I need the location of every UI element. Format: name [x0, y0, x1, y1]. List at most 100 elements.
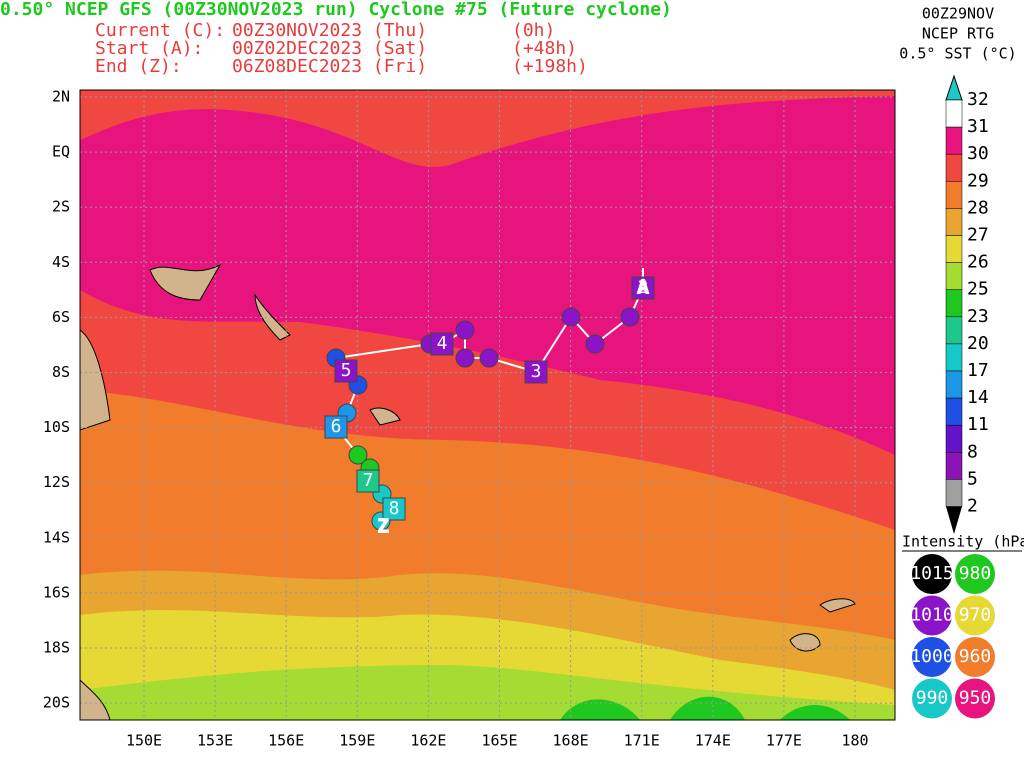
colorbar-segment	[945, 208, 963, 236]
sst-field	[80, 90, 895, 720]
header-text: Current (C):	[95, 20, 225, 41]
header-text: 00Z02DEC2023 (Sat)	[232, 38, 427, 59]
lat-label: 2S	[52, 198, 70, 216]
track-point	[479, 348, 499, 368]
lat-label: 18S	[43, 639, 70, 657]
colorbar-label: 25	[967, 279, 989, 300]
colorbar-segment	[945, 370, 963, 399]
colorbar-label: 29	[967, 170, 989, 191]
header-text: (+198h)	[512, 56, 588, 77]
intensity-swatch	[912, 678, 952, 719]
lon-label: 168E	[553, 732, 589, 750]
colorbar-segment	[945, 181, 963, 209]
colorbar-segment	[945, 126, 963, 155]
intensity-label: 990	[916, 688, 949, 709]
lat-label: 8S	[52, 363, 70, 381]
product-text: NCEP RTG	[922, 25, 994, 43]
colorbar-label: 2	[967, 496, 978, 517]
colorbar-label: 27	[967, 225, 989, 246]
colorbar-segment	[945, 153, 963, 182]
track-marker	[334, 359, 358, 383]
lat-label: 10S	[43, 418, 70, 436]
lat-label: 20S	[43, 694, 70, 712]
colorbar-label: 11	[967, 414, 989, 435]
intensity-swatch	[912, 554, 952, 594]
colorbar-top	[945, 74, 963, 101]
intensity-label: 980	[959, 563, 992, 584]
colorbar-label: 8	[967, 441, 978, 462]
intensity-label: 1010	[910, 605, 953, 626]
track-marker-label: 5	[341, 360, 352, 381]
intensity-swatch	[912, 595, 952, 636]
colorbar-label: 5	[967, 468, 978, 489]
intensity-swatch	[955, 554, 995, 594]
intensity-swatch	[912, 637, 952, 677]
colorbar-segment	[945, 424, 963, 453]
track-end: Z	[378, 516, 389, 537]
lon-label: 180	[841, 732, 868, 750]
lat-label: EQ	[52, 143, 70, 161]
colorbar-label: 30	[967, 143, 989, 164]
intensity-title: Intensity (hPa):	[902, 533, 1024, 551]
intensity-label: 950	[959, 688, 992, 709]
colorbar-segment	[945, 316, 963, 345]
track-start: A	[638, 277, 649, 298]
track: 2 3 4 5 6 78 A Z	[324, 276, 655, 538]
track-marker-label: 8	[389, 498, 400, 519]
intensity-swatch	[955, 678, 995, 719]
title: 0.50° NCEP GFS (00Z30NOV2023 run) Cyclon…	[0, 0, 672, 20]
graticule	[80, 90, 895, 720]
lon-label: 177E	[766, 732, 802, 750]
colorbar-bottom	[946, 506, 962, 534]
product-text: 00Z29NOV	[922, 5, 994, 23]
lon-label: 156E	[268, 732, 304, 750]
colorbar-label: 31	[967, 116, 989, 137]
lon-label: 165E	[481, 732, 517, 750]
track-marker	[631, 276, 655, 300]
track-marker	[430, 332, 454, 356]
header-text: Start (A):	[95, 38, 203, 59]
colorbar-segment	[945, 479, 963, 507]
track-marker-label: 6	[331, 416, 342, 437]
lat-label: 12S	[43, 473, 70, 491]
colorbar-label: 28	[967, 197, 989, 218]
colorbar-segment	[945, 397, 963, 426]
lon-label: 153E	[197, 732, 233, 750]
header-text: 00Z30NOV2023 (Thu)	[232, 20, 427, 41]
intensity-swatch	[955, 637, 995, 677]
lat-label: 4S	[52, 253, 70, 271]
colorbar-segment	[945, 343, 963, 372]
lon-label: 150E	[126, 732, 162, 750]
lon-label: 159E	[339, 732, 375, 750]
track-point	[620, 307, 640, 327]
lon-label: 171E	[624, 732, 660, 750]
track-point	[455, 348, 475, 368]
intensity-label: 960	[959, 646, 992, 667]
track-marker	[382, 497, 406, 521]
header-text: (0h)	[512, 20, 555, 41]
colorbar-label: 23	[967, 306, 989, 327]
product-text: 0.5° SST (°C)	[899, 45, 1016, 63]
colorbar-segment	[945, 99, 963, 128]
colorbar-segment	[945, 289, 963, 318]
track-point	[585, 334, 605, 354]
lon-label: 162E	[410, 732, 446, 750]
lat-label: 2N	[52, 88, 70, 106]
track-marker-label: 4	[437, 333, 448, 354]
header-text: (+48h)	[512, 38, 577, 59]
track-marker-label: 2	[638, 277, 649, 298]
colorbar-segment	[945, 452, 963, 480]
track-point	[348, 445, 368, 465]
colorbar-segment	[945, 235, 963, 263]
track-marker-label: 3	[531, 361, 542, 382]
track-marker-label: 7	[363, 470, 374, 491]
map-frame	[79, 89, 896, 721]
intensity-label: 970	[959, 605, 992, 626]
header-text: 06Z08DEC2023 (Fri)	[232, 56, 427, 77]
colorbar-segment	[945, 262, 963, 290]
header-text: End (Z):	[95, 56, 182, 77]
lat-label: 6S	[52, 308, 70, 326]
lat-label: 14S	[43, 528, 70, 546]
lat-label: 16S	[43, 583, 70, 601]
